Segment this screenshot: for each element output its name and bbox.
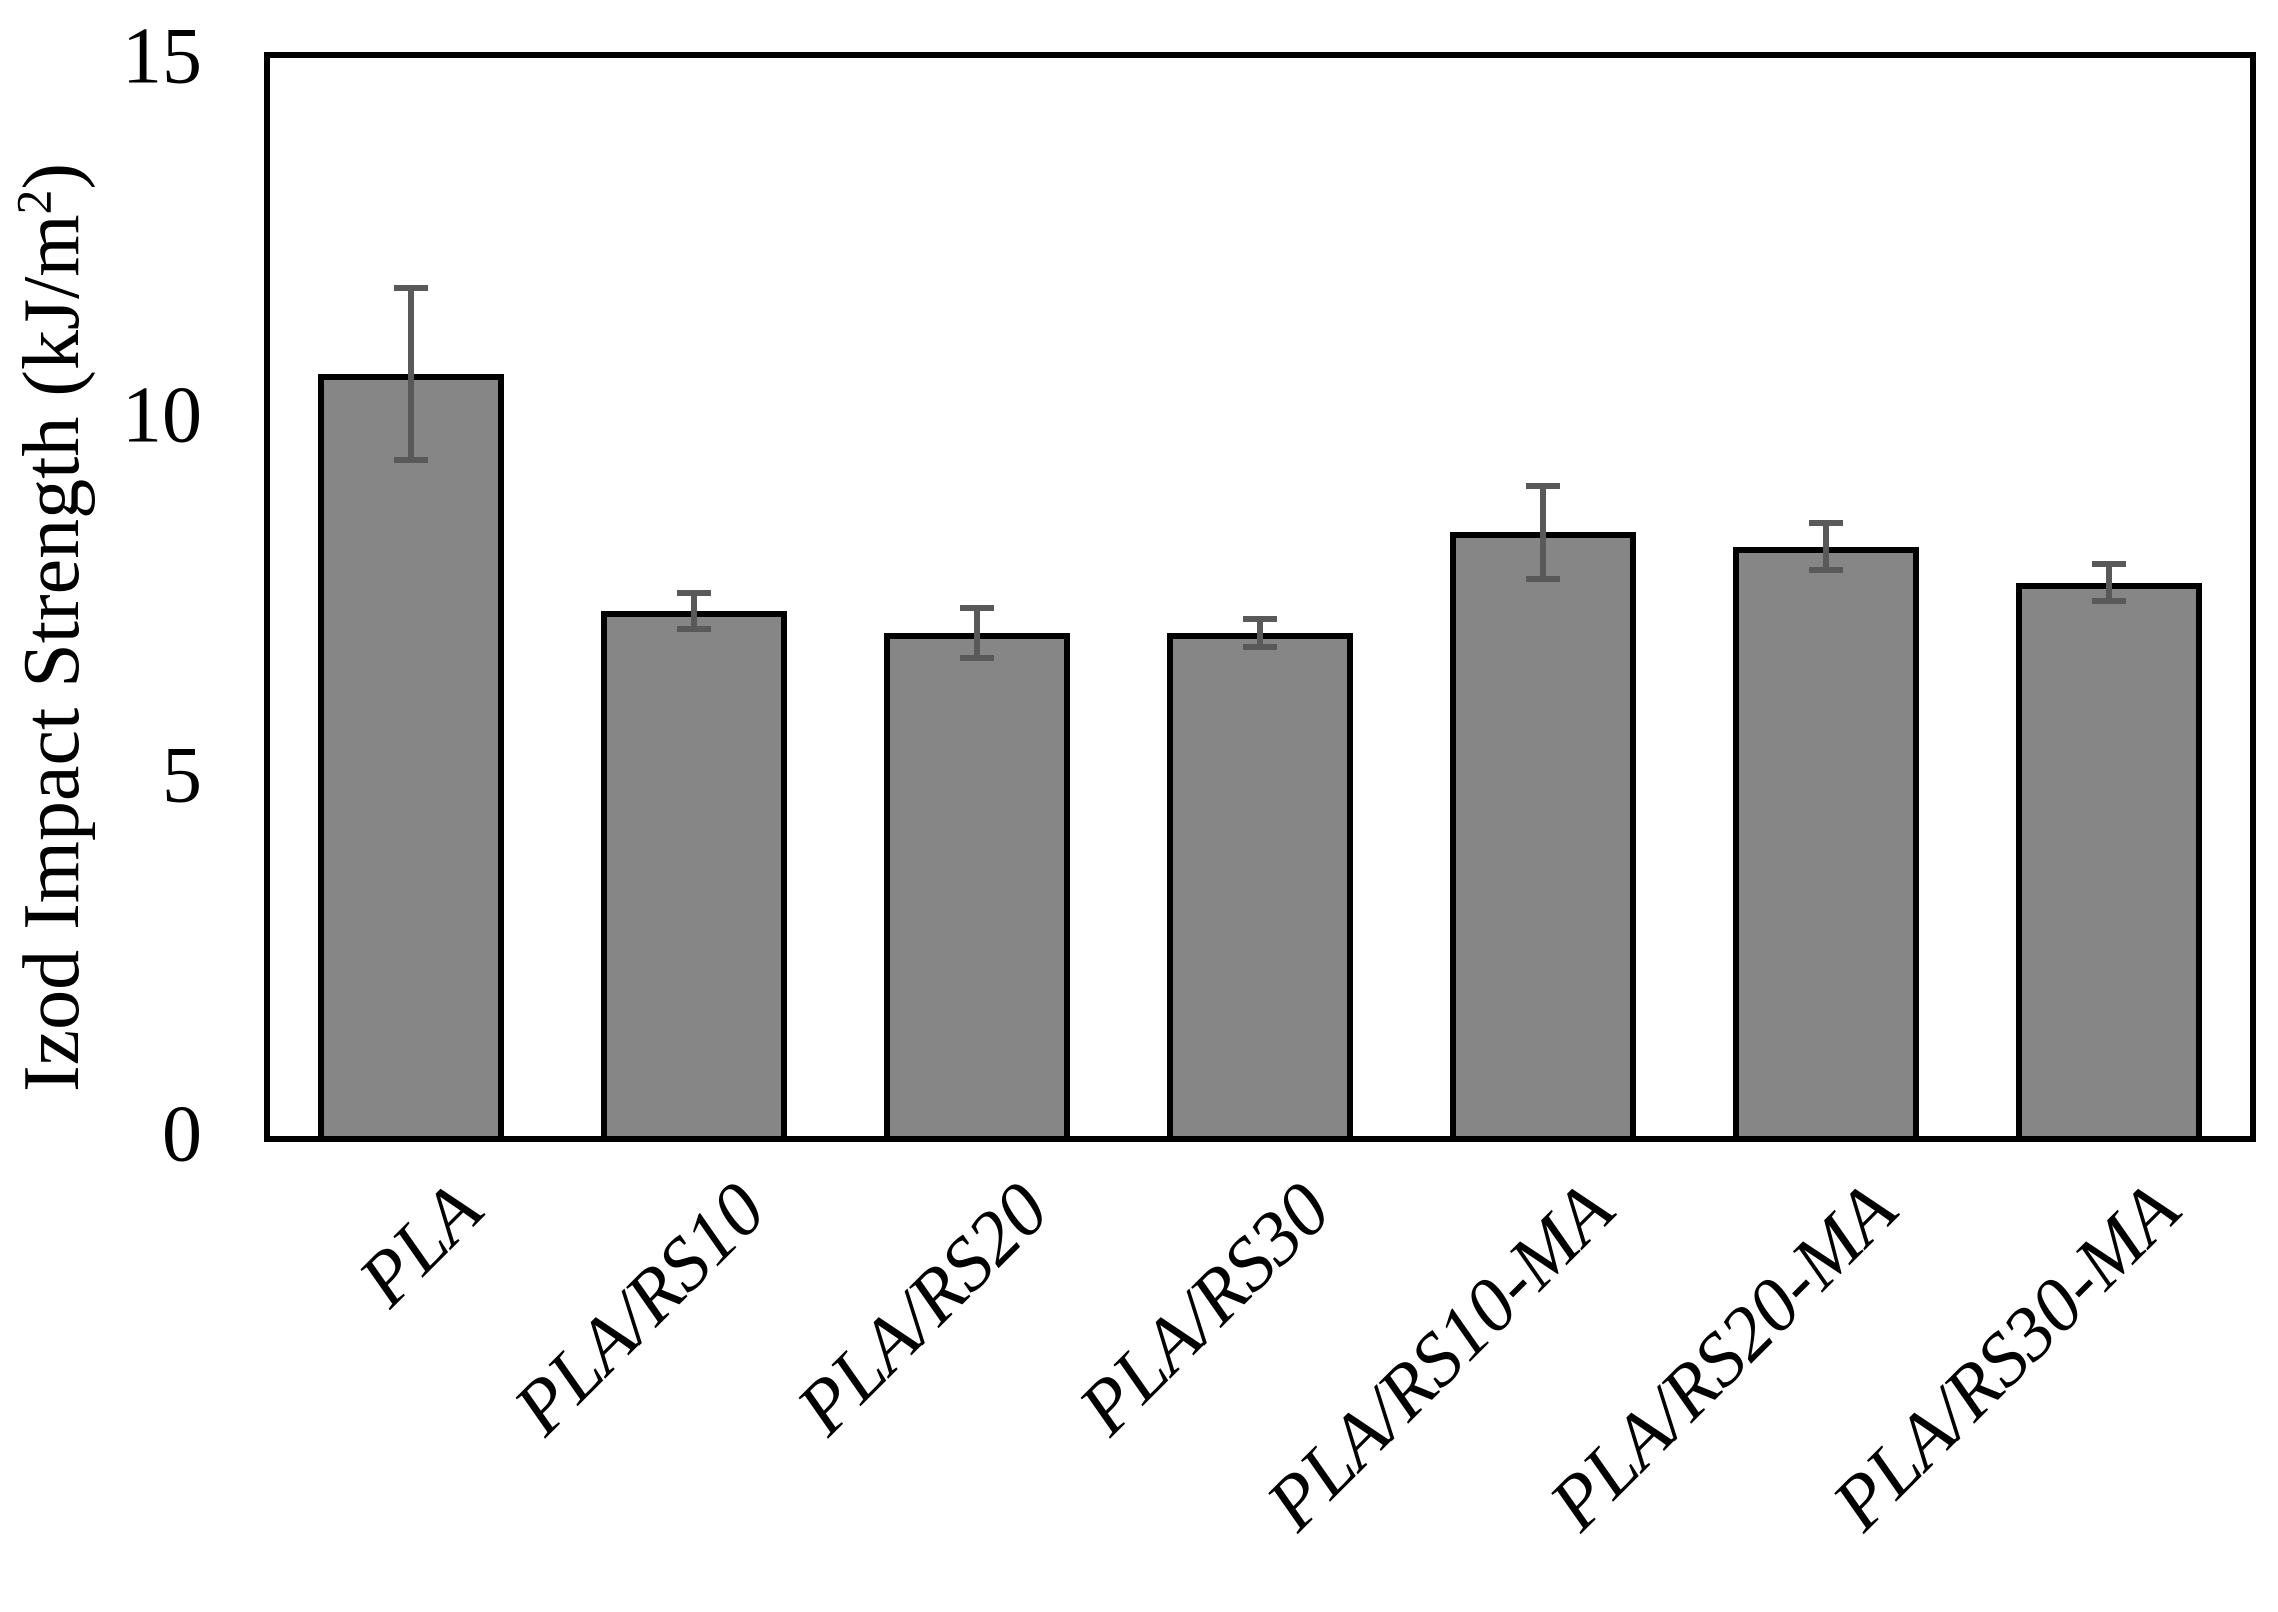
error-bar-line [2105,563,2112,602]
bar-PLA/RS30 [1167,632,1353,1136]
y-axis-title-superscript: 2 [6,189,62,215]
y-tick-label-15: 15 [122,12,202,101]
error-bar-cap-bottom [2091,598,2126,605]
error-bar-line [408,287,415,461]
y-axis-title: Izod Impact Strength (kJ/m2) [6,162,96,1092]
error-bar-cap-top [677,590,712,597]
bar-PLA/RS20-MA [1732,546,1919,1136]
bar-PLA/RS20 [884,632,1071,1136]
error-bar-line [1257,618,1263,648]
error-bar-line [1539,485,1546,580]
y-tick-label-5: 5 [162,731,202,820]
error-bar-cap-bottom [677,626,712,633]
bar-PLA/RS10 [601,611,788,1136]
error-bar-cap-bottom [1525,576,1560,583]
x-label-PLA/RS20: PLA/RS20 [780,1167,1064,1451]
plot-inner [270,58,2250,1136]
x-label-PLA/RS30: PLA/RS30 [1063,1167,1347,1451]
error-bar-cap-top [1243,615,1277,622]
error-bar-cap-top [960,604,995,611]
x-label-PLA: PLA [343,1167,499,1323]
error-bar-cap-top [394,284,429,291]
error-bar-cap-top [2091,560,2126,567]
bar-PLA/RS30-MA [2015,582,2202,1136]
error-bar-line [974,607,981,659]
y-axis-title-text: Izod Impact Strength (kJ/m [8,214,96,1092]
y-tick-label-10: 10 [122,371,202,460]
error-bar-cap-bottom [394,457,429,464]
error-bar-cap-bottom [1808,567,1843,574]
y-tick-label-0: 0 [162,1090,202,1179]
plot-area [264,52,2256,1142]
error-bar-line [1822,522,1829,571]
bar-PLA/RS10-MA [1449,532,1636,1136]
error-bar-line [691,593,698,630]
x-label-PLA/RS10: PLA/RS10 [497,1167,781,1451]
error-bar-cap-top [1808,519,1843,526]
error-bar-cap-bottom [960,655,995,662]
error-bar-cap-bottom [1243,644,1277,651]
y-axis-title-suffix: ) [8,162,96,190]
error-bar-cap-top [1525,482,1560,489]
bar-PLA [318,374,505,1136]
